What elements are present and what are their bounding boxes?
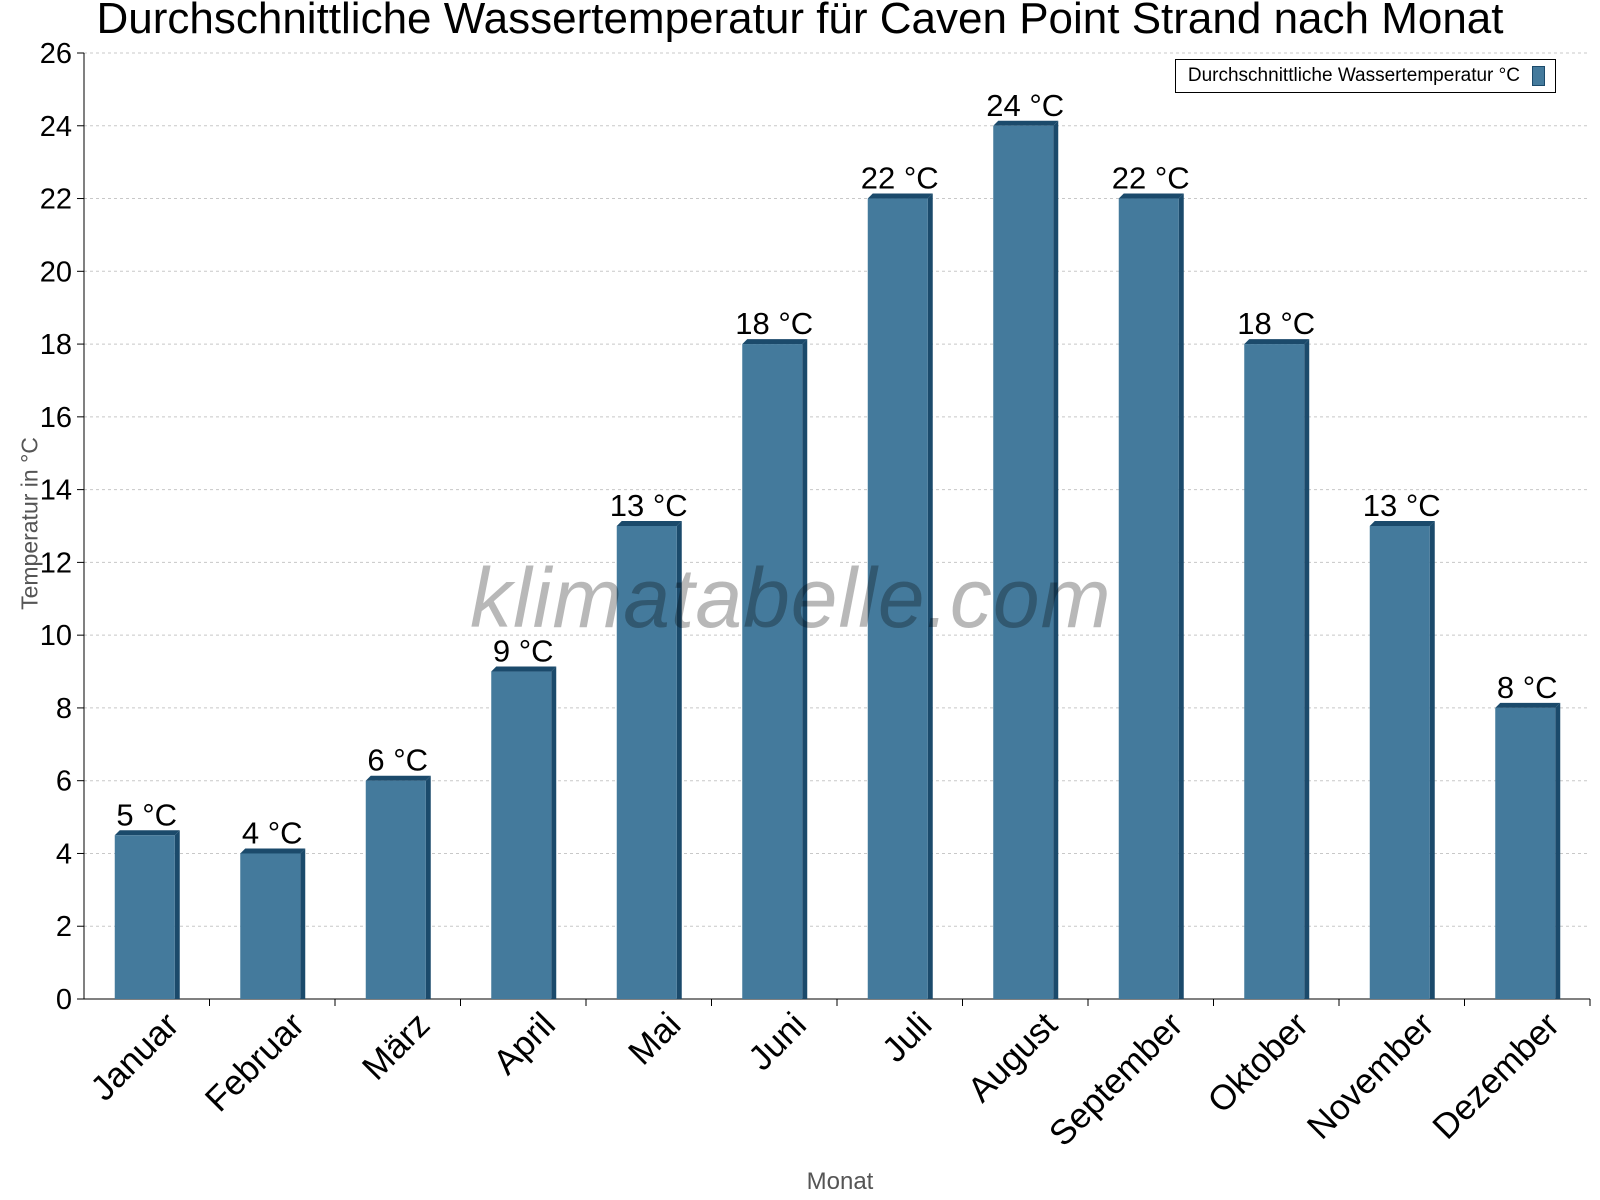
y-tick-label: 4 [56,838,72,870]
bar [240,853,301,999]
bar-top [491,666,557,672]
bar-top [993,120,1059,126]
bar-side [1429,521,1435,999]
y-tick-label: 24 [40,111,72,143]
x-tick-label: August [960,1005,1065,1110]
y-tick-label: 20 [40,256,72,288]
bar-side [802,339,808,1000]
bar [491,671,552,999]
data-label: 9 °C [493,634,554,669]
x-tick-label: April [486,1005,563,1082]
y-tick-label: 14 [40,475,72,507]
bar [742,344,803,1000]
watermark: klimatabelle.com [470,551,1112,645]
x-tick-label: Juni [741,1005,814,1078]
bar-top [1118,193,1184,199]
bar-side [927,193,933,1000]
bar-top [1369,521,1435,526]
bar [1244,344,1305,1000]
x-tick-label: Dezember [1425,1005,1567,1147]
data-label: 18 °C [735,306,813,341]
data-label: 18 °C [1237,306,1315,341]
y-tick-label: 10 [40,620,72,652]
data-label: 24 °C [986,88,1064,123]
bar-side [551,666,557,999]
bar [1118,198,1179,1000]
bar-top [365,775,431,781]
bar [114,835,175,999]
data-label: 4 °C [242,815,303,850]
bar-side [1555,702,1561,999]
x-tick-label: Oktober [1200,1005,1316,1121]
bar-side [425,775,431,999]
legend-label: Durchschnittliche Wassertemperatur °C [1187,65,1520,86]
y-tick-label: 2 [56,911,72,943]
data-label: 22 °C [1112,161,1190,196]
y-axis-label: Temperatur in °C [16,437,43,610]
y-tick-label: 0 [56,984,72,1016]
data-label: 5 °C [116,797,177,832]
bar-side [676,521,682,999]
bar [867,198,928,1000]
bar-top [1495,702,1561,708]
data-label: 13 °C [610,488,688,523]
bar-top [240,848,306,854]
x-tick-label: Januar [83,1005,186,1108]
bar [993,125,1054,1000]
data-label: 22 °C [861,161,939,196]
y-tick-label: 22 [40,184,72,216]
bar [365,780,426,999]
bar-side [1304,339,1310,1000]
legend: Durchschnittliche Wassertemperatur °C [1174,59,1556,93]
bar [616,526,677,999]
bar-side [1053,120,1059,1000]
bar-top [616,521,682,526]
bar-top [867,193,933,199]
x-tick-label: Mai [621,1005,688,1072]
y-tick-label: 12 [40,547,72,579]
data-label: 8 °C [1497,670,1558,705]
data-label: 6 °C [367,743,428,778]
bar-side [174,830,180,999]
bar [1495,707,1556,999]
y-tick-label: 8 [56,693,72,725]
x-tick-label: September [1042,1005,1191,1154]
bar-top [114,830,180,836]
bar-top [1244,339,1310,345]
bar-top [742,339,808,345]
bar-side [1178,193,1184,1000]
x-tick-label: Februar [198,1005,312,1119]
data-label: 13 °C [1363,488,1441,523]
x-axis-label: Monat [806,1168,874,1195]
x-tick-label: März [355,1005,438,1088]
x-tick-label: Juli [875,1005,940,1070]
chart-title: Durchschnittliche Wassertemperatur für C… [96,0,1504,43]
bar-side [300,848,306,999]
bar [1369,526,1430,999]
y-tick-label: 26 [40,38,72,70]
legend-swatch [1532,66,1545,86]
y-tick-label: 16 [40,402,72,434]
y-tick-label: 6 [56,766,72,798]
y-tick-label: 18 [40,329,72,361]
x-tick-label: November [1300,1005,1442,1147]
